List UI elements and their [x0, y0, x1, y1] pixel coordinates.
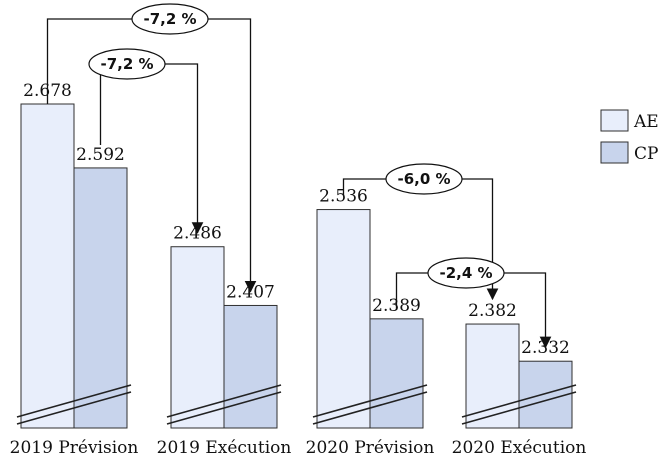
category-label-1: 2019 Prévision — [10, 438, 139, 458]
variation-label-4: -2,4 % — [439, 264, 492, 282]
value-label-cp-3: 2.389 — [372, 296, 421, 316]
break-line-3-1 — [312, 391, 428, 425]
variation-oval-3 — [385, 163, 463, 195]
break-line-4-2 — [461, 384, 577, 418]
category-label-2: 2019 Exécution — [157, 438, 292, 458]
value-label-ae-3: 2.536 — [319, 187, 368, 207]
legend-label-cp: CP — [634, 144, 658, 164]
category-label-4: 2020 Exécution — [452, 438, 587, 458]
axis-break-marks — [16, 384, 577, 425]
value-label-ae-2: 2.486 — [173, 224, 222, 244]
bars-group — [20, 103, 573, 429]
variation-oval-2 — [88, 48, 166, 80]
break-line-1-1 — [16, 391, 132, 425]
value-label-cp-1: 2.592 — [76, 145, 125, 165]
bar-cp-2 — [223, 304, 278, 429]
bar-ae-4 — [465, 323, 520, 429]
break-line-1-2 — [16, 384, 132, 418]
legend-swatch-ae — [600, 109, 629, 132]
value-label-ae-1: 2.678 — [23, 81, 72, 101]
bar-ae-2 — [170, 246, 225, 429]
bar-ae-3 — [316, 209, 371, 429]
break-line-2-2 — [166, 384, 282, 418]
value-label-cp-2: 2.407 — [226, 282, 275, 302]
category-labels: 2019 Prévision 2019 Exécution 2020 Prévisi… — [10, 438, 587, 458]
value-label-cp-4: 2.332 — [521, 338, 570, 358]
legend-swatch-cp — [600, 141, 629, 164]
legend-label-ae: AE — [633, 112, 659, 132]
break-line-2-1 — [166, 391, 282, 425]
bar-cp-3 — [369, 318, 424, 429]
break-line-3-2 — [312, 384, 428, 418]
value-label-ae-4: 2.382 — [468, 301, 517, 321]
bar-cp-4 — [518, 360, 573, 429]
value-labels: 2.678 2.486 2.536 2.382 2.592 2.407 2.389 2.332 — [23, 81, 570, 358]
variation-arrows: -7,2 % -7,2 % -6,0 % -2,4 % — [46, 3, 552, 349]
break-line-4-1 — [461, 391, 577, 425]
category-label-3: 2020 Prévision — [306, 438, 435, 458]
legend: AE CP — [600, 109, 659, 164]
variation-oval-4 — [427, 257, 505, 289]
variation-label-3: -6,0 % — [397, 170, 450, 188]
variation-oval-1 — [131, 3, 209, 35]
variation-label-1: -7,2 % — [143, 10, 196, 28]
variation-label-2: -7,2 % — [100, 55, 153, 73]
bar-ae-1 — [20, 103, 75, 429]
bar-cp-1 — [73, 167, 128, 429]
